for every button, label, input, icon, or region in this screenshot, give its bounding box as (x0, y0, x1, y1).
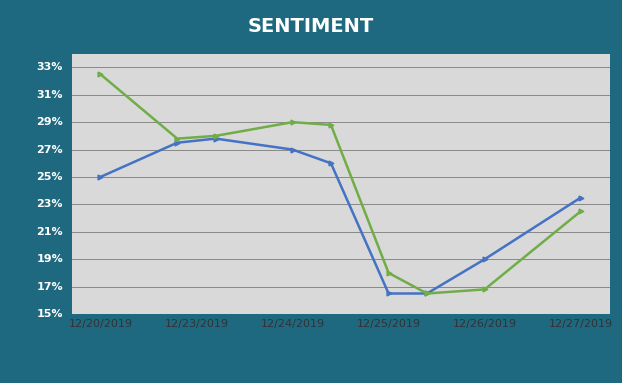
Text: 15%: 15% (37, 309, 63, 319)
Text: 19%: 19% (36, 254, 63, 264)
Text: 23%: 23% (37, 200, 63, 210)
Text: 29%: 29% (36, 117, 63, 127)
Text: 25%: 25% (37, 172, 63, 182)
Text: 17%: 17% (36, 282, 63, 291)
Text: 31%: 31% (37, 90, 63, 100)
Text: 33%: 33% (37, 62, 63, 72)
Text: SENTIMENT: SENTIMENT (248, 17, 374, 36)
Text: 21%: 21% (36, 227, 63, 237)
Text: 27%: 27% (36, 144, 63, 155)
